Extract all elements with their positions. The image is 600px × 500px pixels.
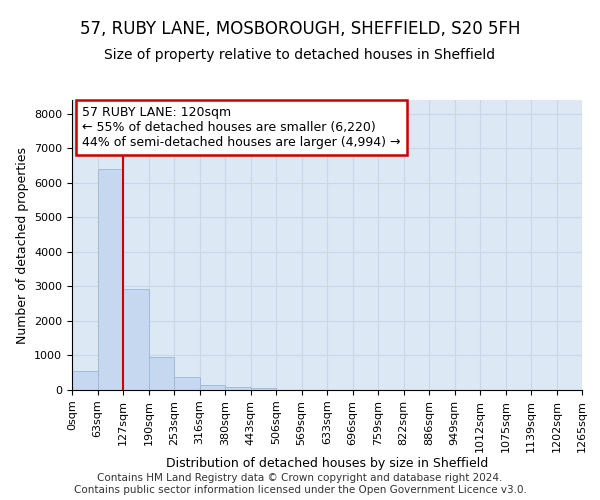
Bar (225, 387, 251, 390)
Text: 57 RUBY LANE: 120sqm
← 55% of detached houses are smaller (6,220)
44% of semi-de: 57 RUBY LANE: 120sqm ← 55% of detached h… (82, 106, 401, 149)
Bar (149, 356, 174, 390)
Text: 57, RUBY LANE, MOSBOROUGH, SHEFFIELD, S20 5FH: 57, RUBY LANE, MOSBOROUGH, SHEFFIELD, S2… (80, 20, 520, 38)
X-axis label: Distribution of detached houses by size in Sheffield: Distribution of detached houses by size … (166, 458, 488, 470)
Text: Size of property relative to detached houses in Sheffield: Size of property relative to detached ho… (104, 48, 496, 62)
Bar (199, 384, 225, 390)
Y-axis label: Number of detached properties: Number of detached properties (16, 146, 29, 344)
Bar (72, 370, 97, 390)
Bar (97, 169, 123, 390)
Bar (251, 388, 276, 390)
Text: Contains HM Land Registry data © Crown copyright and database right 2024.
Contai: Contains HM Land Registry data © Crown c… (74, 474, 526, 495)
Bar (174, 377, 199, 390)
Bar (123, 289, 149, 390)
